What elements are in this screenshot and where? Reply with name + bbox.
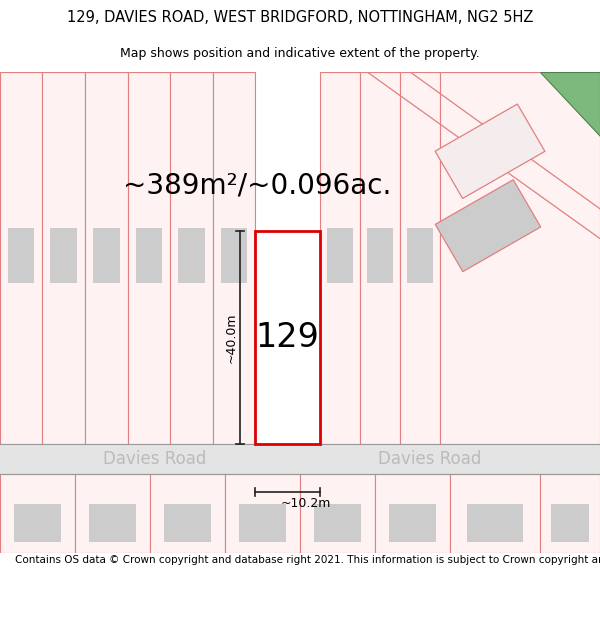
Text: Davies Road: Davies Road xyxy=(379,450,482,468)
Bar xyxy=(50,228,77,282)
Text: Contains OS data © Crown copyright and database right 2021. This information is : Contains OS data © Crown copyright and d… xyxy=(15,555,600,565)
Bar xyxy=(389,504,436,542)
Polygon shape xyxy=(435,180,541,272)
Text: 129, DAVIES ROAD, WEST BRIDGFORD, NOTTINGHAM, NG2 5HZ: 129, DAVIES ROAD, WEST BRIDGFORD, NOTTIN… xyxy=(67,11,533,26)
Bar xyxy=(0,474,75,553)
Bar xyxy=(89,504,136,542)
Bar xyxy=(75,474,150,553)
Bar xyxy=(467,504,523,542)
Bar xyxy=(551,504,589,542)
Bar xyxy=(540,474,600,553)
Polygon shape xyxy=(540,72,600,136)
Bar xyxy=(400,72,440,444)
Text: ~40.0m: ~40.0m xyxy=(224,312,238,362)
Text: Davies Road: Davies Road xyxy=(103,450,206,468)
Bar xyxy=(14,504,61,542)
Bar xyxy=(225,474,300,553)
Bar xyxy=(375,474,450,553)
Bar xyxy=(170,72,213,444)
Text: 129: 129 xyxy=(256,321,319,354)
Bar xyxy=(128,72,170,444)
Polygon shape xyxy=(435,104,545,199)
Bar xyxy=(136,228,162,282)
Bar xyxy=(221,228,247,282)
Text: Map shows position and indicative extent of the property.: Map shows position and indicative extent… xyxy=(120,48,480,61)
Text: ~10.2m: ~10.2m xyxy=(280,497,331,510)
Text: ~389m²/~0.096ac.: ~389m²/~0.096ac. xyxy=(124,172,392,200)
Bar xyxy=(0,72,42,444)
Bar xyxy=(93,228,120,282)
Bar xyxy=(239,504,286,542)
Bar xyxy=(360,72,400,444)
Bar xyxy=(327,228,353,282)
Bar xyxy=(314,504,361,542)
Bar xyxy=(367,228,393,282)
Bar xyxy=(213,72,255,444)
Bar xyxy=(150,474,225,553)
Bar xyxy=(255,231,320,444)
Bar xyxy=(450,474,540,553)
Bar xyxy=(407,228,433,282)
Bar xyxy=(300,474,375,553)
Bar xyxy=(320,72,360,444)
Bar xyxy=(85,72,128,444)
Bar xyxy=(8,228,34,282)
Bar xyxy=(42,72,85,444)
Bar xyxy=(0,444,600,474)
Polygon shape xyxy=(440,72,600,444)
Bar xyxy=(164,504,211,542)
Bar xyxy=(178,228,205,282)
